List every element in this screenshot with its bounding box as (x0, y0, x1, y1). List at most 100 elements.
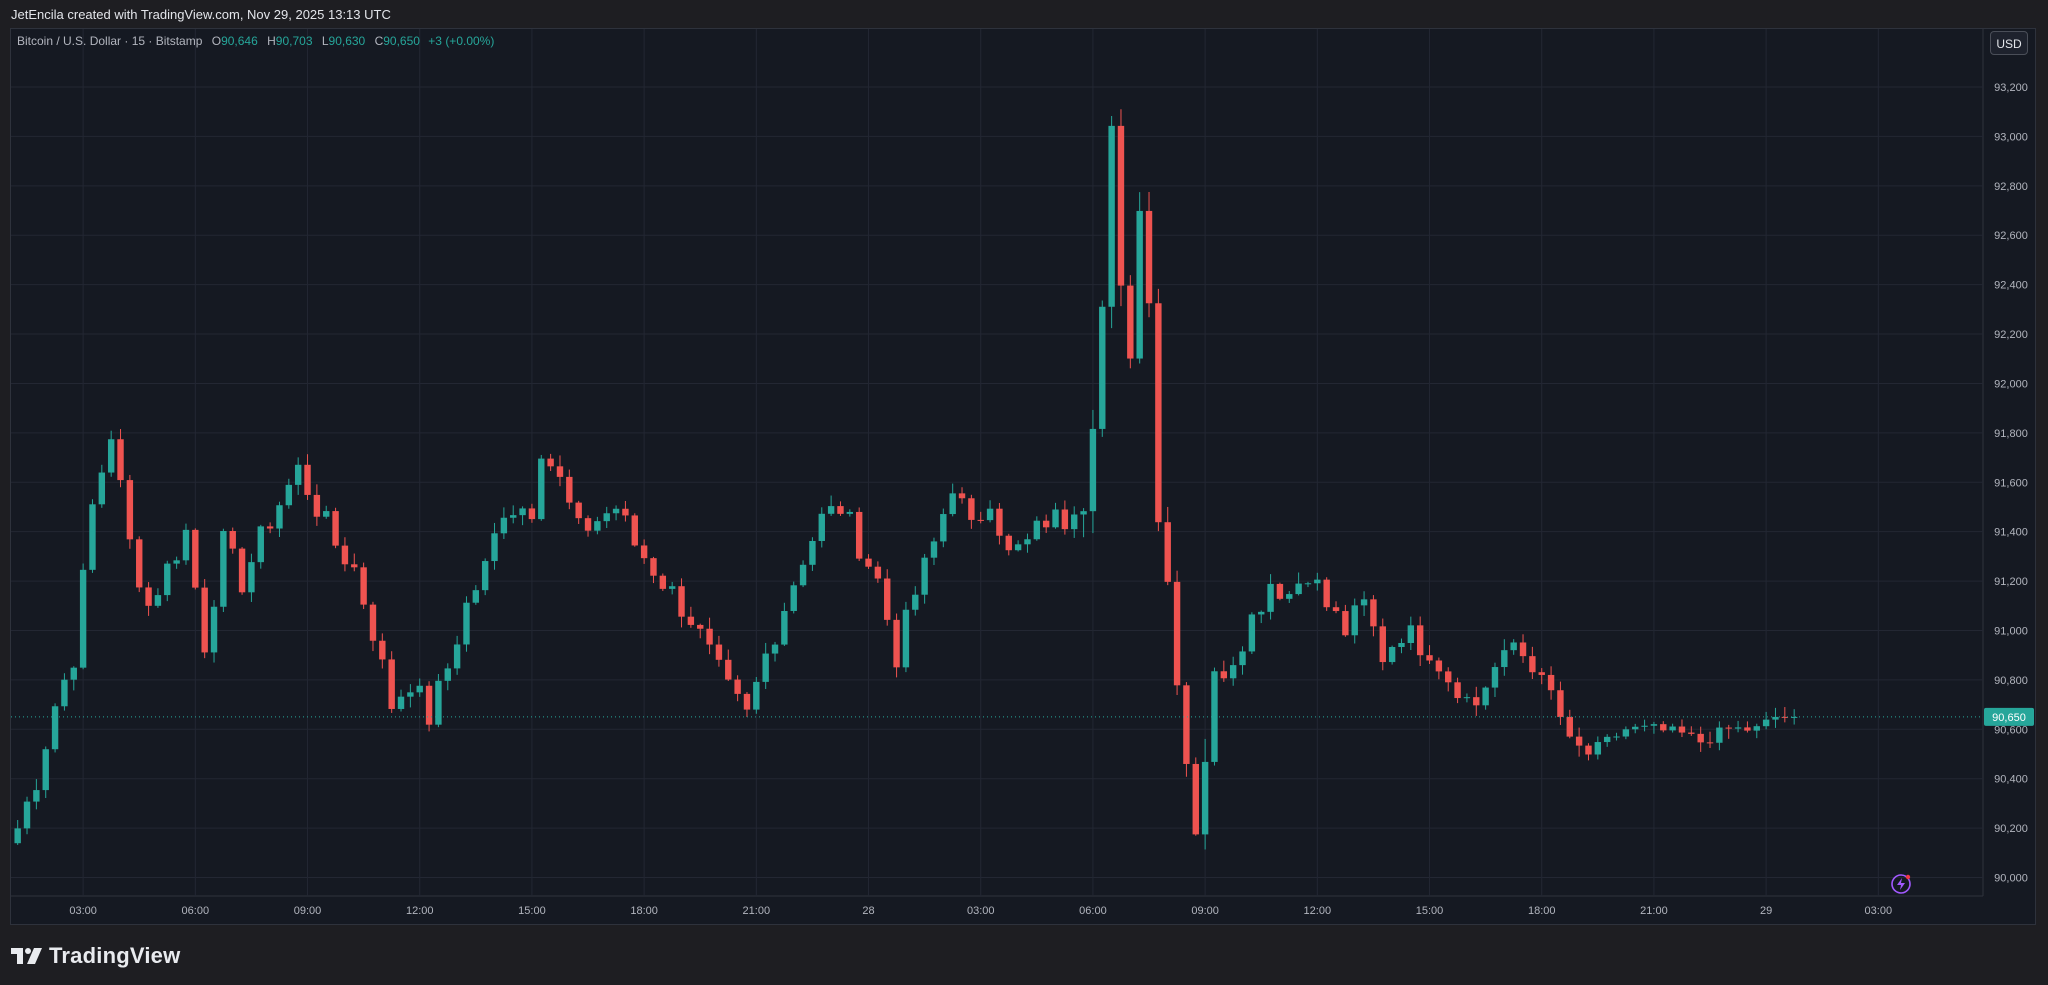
price-tick-label: 91,000 (1994, 625, 2028, 637)
candle-body (884, 578, 891, 620)
candle-body (238, 548, 246, 593)
time-tick-label: 15:00 (518, 905, 546, 917)
candle-body (510, 515, 517, 518)
candle-body (1716, 727, 1723, 743)
candle-body (192, 529, 199, 588)
candle-body (1622, 729, 1630, 737)
candle-body (481, 561, 489, 591)
candle-body (33, 790, 40, 802)
candle-body (1052, 509, 1059, 528)
candle-body (781, 610, 788, 645)
candle-body (1220, 671, 1228, 679)
candle-body (996, 508, 1003, 536)
chart-panel[interactable] (10, 28, 2036, 925)
candle-body (51, 706, 59, 750)
candle-body (70, 667, 77, 680)
candle-body (276, 505, 283, 529)
tradingview-brand[interactable]: TradingView (11, 941, 180, 971)
candle-body (1071, 514, 1078, 530)
candle-body (351, 564, 358, 568)
candle-body (1239, 651, 1246, 666)
candle-body (407, 692, 414, 697)
candle-body (294, 464, 302, 485)
candle-body (640, 545, 648, 559)
candle-body (1510, 642, 1517, 651)
candle-body (547, 458, 554, 467)
price-tick-label: 92,400 (1994, 280, 2028, 292)
candle-body (425, 685, 433, 725)
candle-body (790, 585, 797, 611)
candle-body (1641, 725, 1648, 727)
price-tick-label: 90,800 (1994, 675, 2028, 687)
price-tick-label: 92,200 (1994, 329, 2028, 341)
candle-body (1164, 522, 1171, 582)
candle-body (210, 606, 218, 653)
candle-body (612, 508, 620, 514)
candle-body (874, 566, 882, 579)
currency-button[interactable]: USD (1990, 31, 2028, 55)
candle-body (1435, 660, 1443, 672)
open-label: O (211, 34, 222, 48)
candle-body (500, 517, 508, 534)
candle-body (902, 609, 910, 668)
time-tick-label: 21:00 (743, 905, 771, 917)
time-tick-label: 21:00 (1640, 905, 1668, 917)
alert-lightning-icon[interactable] (1891, 874, 1911, 894)
candle-body (930, 541, 938, 558)
candle-body (575, 502, 582, 519)
time-tick-label: 06:00 (182, 905, 210, 917)
candle-body (594, 521, 601, 531)
close-label: C (374, 34, 384, 48)
candle-body (659, 575, 667, 589)
candle-body (1632, 726, 1639, 730)
candle-body (1603, 736, 1611, 743)
candle-body (1734, 727, 1742, 729)
candle-body (1445, 671, 1452, 683)
candle-body (762, 653, 769, 682)
candle-body (968, 498, 975, 520)
candle-body (1426, 655, 1433, 661)
price-tick-label: 92,000 (1994, 378, 2028, 390)
candle-body (1566, 716, 1573, 737)
candle-body (285, 484, 293, 506)
candle-body (1697, 733, 1704, 743)
brand-name: TradingView (49, 943, 181, 968)
candle-body (1192, 763, 1199, 835)
candle-body (1173, 581, 1181, 686)
candle-body (1286, 594, 1293, 599)
symbol-description[interactable]: Bitcoin / U.S. Dollar · 15 · Bitstamp (17, 34, 203, 48)
time-tick-label: 18:00 (1528, 905, 1556, 917)
candle-body (220, 530, 227, 607)
candle-body (687, 616, 695, 625)
candle-body (397, 696, 405, 709)
candle-body (631, 515, 638, 546)
price-tick-label: 92,600 (1994, 230, 2028, 242)
candle-body (1753, 726, 1760, 731)
candle-body (435, 680, 442, 725)
candle-body (444, 668, 451, 681)
candle-body (1136, 210, 1143, 359)
time-tick-label: 18:00 (630, 905, 658, 917)
price-tick-label: 91,200 (1994, 576, 2028, 588)
grid-lines (11, 29, 1984, 897)
candle-body (164, 563, 171, 596)
candle-body (1790, 716, 1798, 718)
candle-body (1342, 611, 1349, 636)
candle-body (912, 594, 919, 610)
candle-body (837, 506, 844, 514)
candle-body (940, 514, 947, 542)
candle-body (1295, 583, 1302, 595)
candle-body (1183, 685, 1190, 764)
candle-body (323, 511, 330, 517)
candle-body (1772, 716, 1779, 720)
chart-credit: JetEncila created with TradingView.com, … (11, 7, 391, 22)
candle-body (416, 685, 423, 693)
candle-body (706, 628, 713, 645)
candle-body (1473, 697, 1480, 706)
candle-body (958, 493, 966, 499)
time-axis: 03:00 06:00 09:00 12:00 15:00 18:00 21:00 28 03:… (69, 905, 1892, 917)
candle-body (42, 749, 49, 791)
candle-body (304, 464, 311, 495)
candle-body (865, 558, 872, 567)
